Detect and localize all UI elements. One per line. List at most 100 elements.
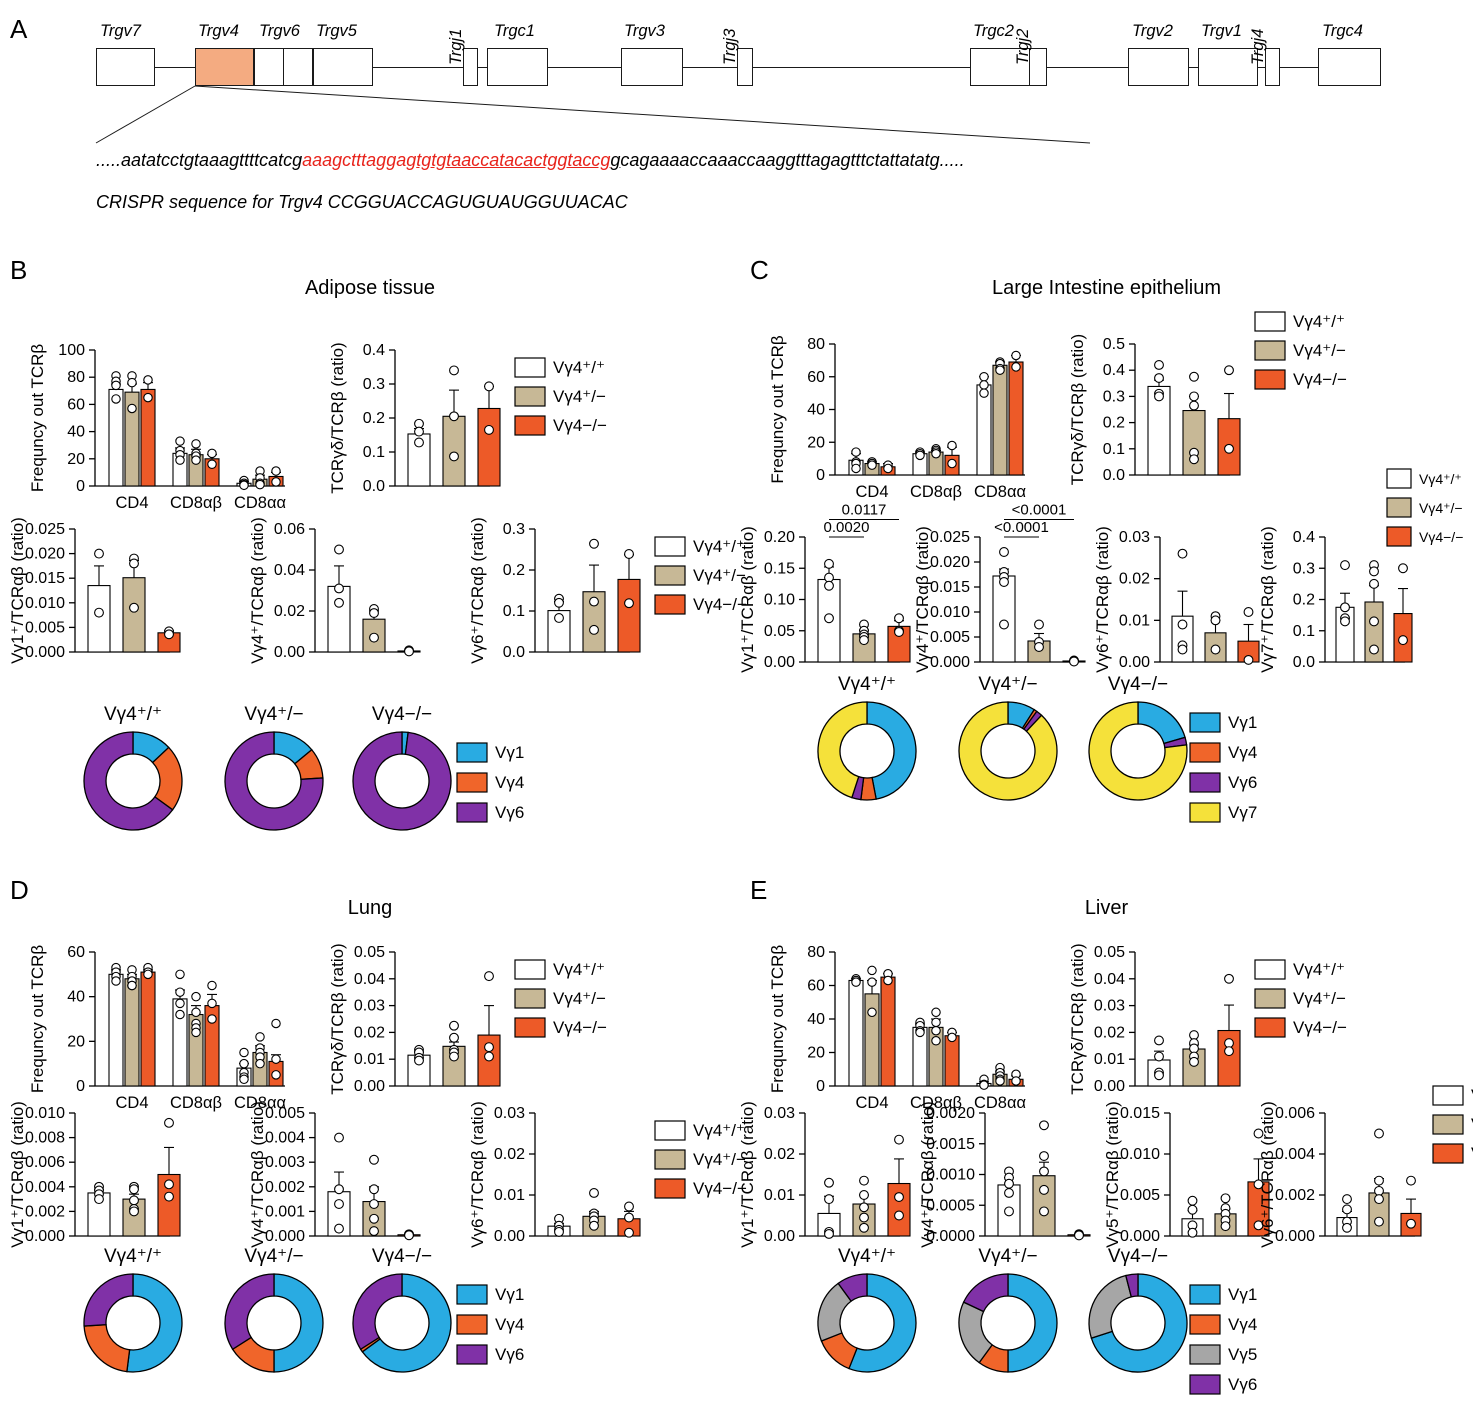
svg-text:0.1: 0.1 bbox=[363, 444, 385, 461]
svg-text:0.01: 0.01 bbox=[764, 1187, 795, 1204]
svg-text:Frequncy out TCRβ: Frequncy out TCRβ bbox=[768, 335, 787, 484]
svg-text:60: 60 bbox=[807, 978, 825, 995]
svg-text:0.02: 0.02 bbox=[494, 1146, 525, 1163]
svg-text:0.4: 0.4 bbox=[1103, 362, 1125, 379]
svg-text:0.05: 0.05 bbox=[764, 623, 795, 640]
svg-text:60: 60 bbox=[67, 396, 85, 413]
svg-text:0.0: 0.0 bbox=[503, 644, 525, 661]
svg-text:Vγ4⁺/⁺: Vγ4⁺/⁺ bbox=[1293, 960, 1345, 979]
svg-text:0.00: 0.00 bbox=[494, 1228, 525, 1245]
svg-text:Vγ6⁺/TCRαβ (ratio): Vγ6⁺/TCRαβ (ratio) bbox=[1093, 526, 1112, 673]
svg-text:Vγ7: Vγ7 bbox=[1228, 803, 1257, 822]
svg-text:0.020: 0.020 bbox=[930, 554, 970, 571]
svg-text:Vγ7⁺/TCRαβ (ratio): Vγ7⁺/TCRαβ (ratio) bbox=[1258, 526, 1277, 673]
svg-text:Vγ4⁺/−: Vγ4⁺/− bbox=[244, 704, 303, 725]
svg-text:Vγ4⁺/⁺: Vγ4⁺/⁺ bbox=[553, 358, 605, 377]
svg-text:Vγ6⁺/TCRαβ (ratio): Vγ6⁺/TCRαβ (ratio) bbox=[468, 1101, 487, 1248]
svg-text:0.0: 0.0 bbox=[1293, 654, 1315, 671]
svg-text:0.020: 0.020 bbox=[25, 546, 65, 563]
svg-text:40: 40 bbox=[807, 1011, 825, 1028]
svg-text:Vγ4⁺/−: Vγ4⁺/− bbox=[1419, 500, 1463, 516]
svg-text:0.000: 0.000 bbox=[25, 644, 65, 661]
svg-text:Vγ6: Vγ6 bbox=[495, 803, 524, 822]
svg-text:0.008: 0.008 bbox=[25, 1130, 65, 1147]
svg-text:Vγ1: Vγ1 bbox=[1228, 1285, 1257, 1304]
svg-text:Vγ4⁺/−: Vγ4⁺/− bbox=[244, 1246, 303, 1267]
svg-text:Vγ1⁺/TCRαβ (ratio): Vγ1⁺/TCRαβ (ratio) bbox=[8, 517, 27, 664]
svg-text:0.000: 0.000 bbox=[25, 1228, 65, 1245]
svg-text:0.00: 0.00 bbox=[1119, 654, 1150, 671]
svg-text:Vγ1⁺/TCRαβ (ratio): Vγ1⁺/TCRαβ (ratio) bbox=[8, 1101, 27, 1248]
svg-text:0.000: 0.000 bbox=[1120, 1228, 1160, 1245]
svg-text:0.02: 0.02 bbox=[1119, 571, 1150, 588]
svg-text:20: 20 bbox=[807, 1045, 825, 1062]
svg-text:0.01: 0.01 bbox=[1119, 612, 1150, 629]
svg-text:0.005: 0.005 bbox=[265, 1105, 305, 1122]
svg-text:0.1: 0.1 bbox=[1103, 441, 1125, 458]
svg-text:0.010: 0.010 bbox=[25, 1105, 65, 1122]
svg-text:0.05: 0.05 bbox=[354, 944, 385, 961]
svg-text:100: 100 bbox=[58, 342, 85, 359]
svg-text:<0.0001: <0.0001 bbox=[994, 519, 1049, 536]
svg-text:Frequncy out TCRβ: Frequncy out TCRβ bbox=[28, 945, 47, 1094]
svg-text:0.001: 0.001 bbox=[265, 1203, 305, 1220]
svg-text:0.1: 0.1 bbox=[1293, 623, 1315, 640]
svg-text:Vγ4⁺/TCRαβ (ratio): Vγ4⁺/TCRαβ (ratio) bbox=[248, 1101, 267, 1248]
svg-text:0.05: 0.05 bbox=[1094, 944, 1125, 961]
svg-text:Vγ1: Vγ1 bbox=[495, 743, 524, 762]
svg-text:0.04: 0.04 bbox=[354, 971, 385, 988]
svg-text:20: 20 bbox=[807, 434, 825, 451]
svg-text:0.01: 0.01 bbox=[354, 1051, 385, 1068]
svg-text:0.02: 0.02 bbox=[1094, 1024, 1125, 1041]
svg-text:0.3: 0.3 bbox=[1293, 560, 1315, 577]
svg-text:0.015: 0.015 bbox=[930, 579, 970, 596]
svg-text:Vγ4⁺/−: Vγ4⁺/− bbox=[978, 1246, 1037, 1267]
svg-text:0.0020: 0.0020 bbox=[824, 519, 870, 536]
svg-text:0.0: 0.0 bbox=[363, 478, 385, 495]
svg-text:0.015: 0.015 bbox=[1120, 1105, 1160, 1122]
svg-text:80: 80 bbox=[807, 944, 825, 961]
svg-text:0.004: 0.004 bbox=[265, 1130, 305, 1147]
svg-text:0.025: 0.025 bbox=[930, 529, 970, 546]
svg-text:0.03: 0.03 bbox=[354, 998, 385, 1015]
svg-text:Vγ4: Vγ4 bbox=[1228, 1315, 1257, 1334]
svg-text:20: 20 bbox=[67, 451, 85, 468]
svg-text:0.2: 0.2 bbox=[363, 410, 385, 427]
svg-text:Frequncy out TCRβ: Frequncy out TCRβ bbox=[28, 344, 47, 493]
svg-text:0.00: 0.00 bbox=[764, 1228, 795, 1245]
svg-text:0.006: 0.006 bbox=[25, 1154, 65, 1171]
svg-text:0.4: 0.4 bbox=[363, 342, 385, 359]
svg-text:0.0117: 0.0117 bbox=[842, 502, 887, 519]
svg-text:0: 0 bbox=[76, 478, 85, 495]
svg-text:Vγ6⁺/TCRαβ (ratio): Vγ6⁺/TCRαβ (ratio) bbox=[1258, 1101, 1277, 1248]
svg-text:Vγ4⁺/⁺: Vγ4⁺/⁺ bbox=[1293, 312, 1345, 331]
svg-text:0.04: 0.04 bbox=[274, 562, 305, 579]
svg-text:Vγ4: Vγ4 bbox=[495, 1315, 524, 1334]
svg-text:0.005: 0.005 bbox=[930, 629, 970, 646]
svg-text:0.003: 0.003 bbox=[265, 1154, 305, 1171]
svg-text:0.4: 0.4 bbox=[1293, 529, 1315, 546]
svg-text:Vγ4⁺/⁺: Vγ4⁺/⁺ bbox=[104, 1246, 162, 1267]
svg-text:Vγ4⁺/TCRαβ (ratio): Vγ4⁺/TCRαβ (ratio) bbox=[248, 517, 267, 664]
svg-text:0.005: 0.005 bbox=[25, 619, 65, 636]
svg-text:Vγ4⁺/⁺: Vγ4⁺/⁺ bbox=[553, 960, 605, 979]
svg-text:Vγ4⁺/⁺: Vγ4⁺/⁺ bbox=[1419, 471, 1462, 487]
svg-text:Frequncy out TCRβ: Frequncy out TCRβ bbox=[768, 945, 787, 1094]
svg-text:TCRγδ/TCRβ (ratio): TCRγδ/TCRβ (ratio) bbox=[328, 943, 347, 1094]
svg-text:Vγ4⁺/−: Vγ4⁺/− bbox=[1293, 989, 1346, 1008]
svg-text:Vγ4⁺/−: Vγ4⁺/− bbox=[553, 387, 606, 406]
svg-text:TCRγδ/TCRβ (ratio): TCRγδ/TCRβ (ratio) bbox=[1068, 943, 1087, 1094]
svg-text:Vγ4⁺/⁺: Vγ4⁺/⁺ bbox=[838, 674, 896, 695]
svg-text:Vγ4−/−: Vγ4−/− bbox=[553, 1018, 607, 1037]
svg-text:60: 60 bbox=[807, 369, 825, 386]
svg-text:0.02: 0.02 bbox=[764, 1146, 795, 1163]
svg-text:0.015: 0.015 bbox=[25, 570, 65, 587]
svg-text:Vγ4−/−: Vγ4−/− bbox=[1108, 674, 1168, 695]
svg-text:Vγ1: Vγ1 bbox=[495, 1285, 524, 1304]
svg-text:Vγ6: Vγ6 bbox=[1228, 773, 1257, 792]
svg-text:Vγ4: Vγ4 bbox=[495, 773, 524, 792]
svg-text:0.2: 0.2 bbox=[1103, 415, 1125, 432]
svg-text:Vγ4⁺/−: Vγ4⁺/− bbox=[1293, 341, 1346, 360]
svg-text:TCRγδ/TCRβ (ratio): TCRγδ/TCRβ (ratio) bbox=[328, 342, 347, 493]
svg-text:0.3: 0.3 bbox=[1103, 388, 1125, 405]
